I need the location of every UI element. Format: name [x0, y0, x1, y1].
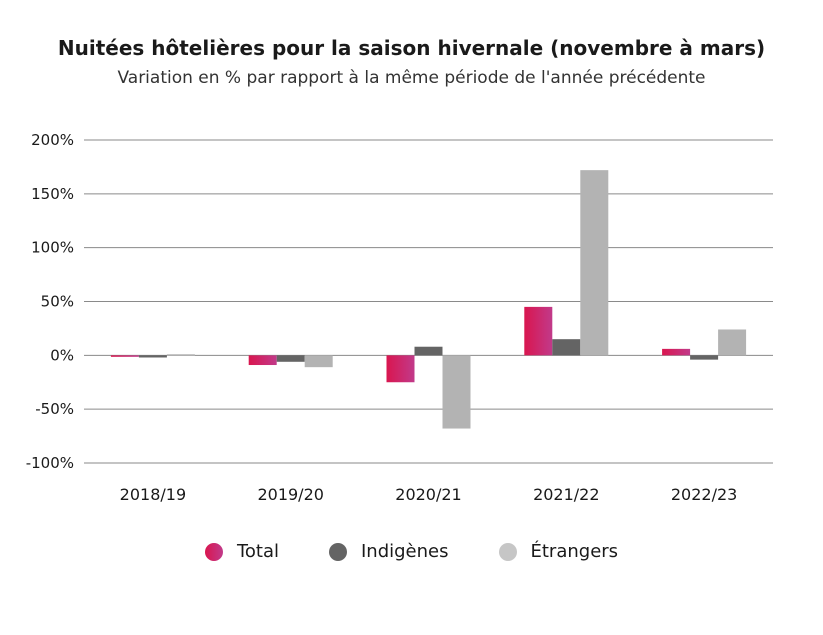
bar-indigenes	[277, 355, 305, 361]
y-tick-label: -100%	[26, 454, 74, 472]
bar-total	[111, 355, 139, 357]
legend: Total Indigènes Étrangers	[0, 541, 823, 562]
bar-total	[662, 349, 690, 355]
x-tick-label: 2019/20	[257, 485, 323, 504]
bar-etrangers	[718, 329, 746, 355]
bar-total	[249, 355, 277, 365]
y-tick-label: 50%	[41, 293, 74, 311]
x-tick-label: 2020/21	[395, 485, 461, 504]
x-tick-label: 2021/22	[533, 485, 599, 504]
legend-item-total: Total	[205, 541, 279, 562]
x-tick-label: 2022/23	[671, 485, 737, 504]
legend-label-etrangers: Étrangers	[531, 541, 619, 562]
legend-dot-total	[205, 543, 223, 561]
bar-total	[387, 355, 415, 382]
legend-dot-etrangers	[499, 543, 517, 561]
x-tick-label: 2018/19	[120, 485, 186, 504]
y-tick-label: 200%	[31, 131, 74, 149]
y-tick-label: 0%	[50, 346, 74, 364]
bar-etrangers	[443, 355, 471, 428]
bar-etrangers	[167, 354, 195, 356]
bar-indigenes	[415, 347, 443, 356]
legend-item-indigenes: Indigènes	[329, 541, 449, 562]
y-tick-label: 100%	[31, 239, 74, 257]
bar-indigenes	[552, 339, 580, 355]
legend-label-indigenes: Indigènes	[361, 541, 449, 562]
y-tick-label: -50%	[35, 400, 74, 418]
legend-dot-indigenes	[329, 543, 347, 561]
bar-indigenes	[690, 355, 718, 359]
bar-indigenes	[139, 355, 167, 357]
bar-total	[524, 307, 552, 355]
bar-etrangers	[305, 355, 333, 367]
legend-label-total: Total	[237, 541, 279, 562]
bar-etrangers	[580, 170, 608, 355]
legend-item-etrangers: Étrangers	[499, 541, 619, 562]
bar-chart: 200% 150% 100% 50% 0% -50% -100% 2018/19 2019/20…	[0, 0, 823, 635]
y-tick-label: 150%	[31, 185, 74, 203]
